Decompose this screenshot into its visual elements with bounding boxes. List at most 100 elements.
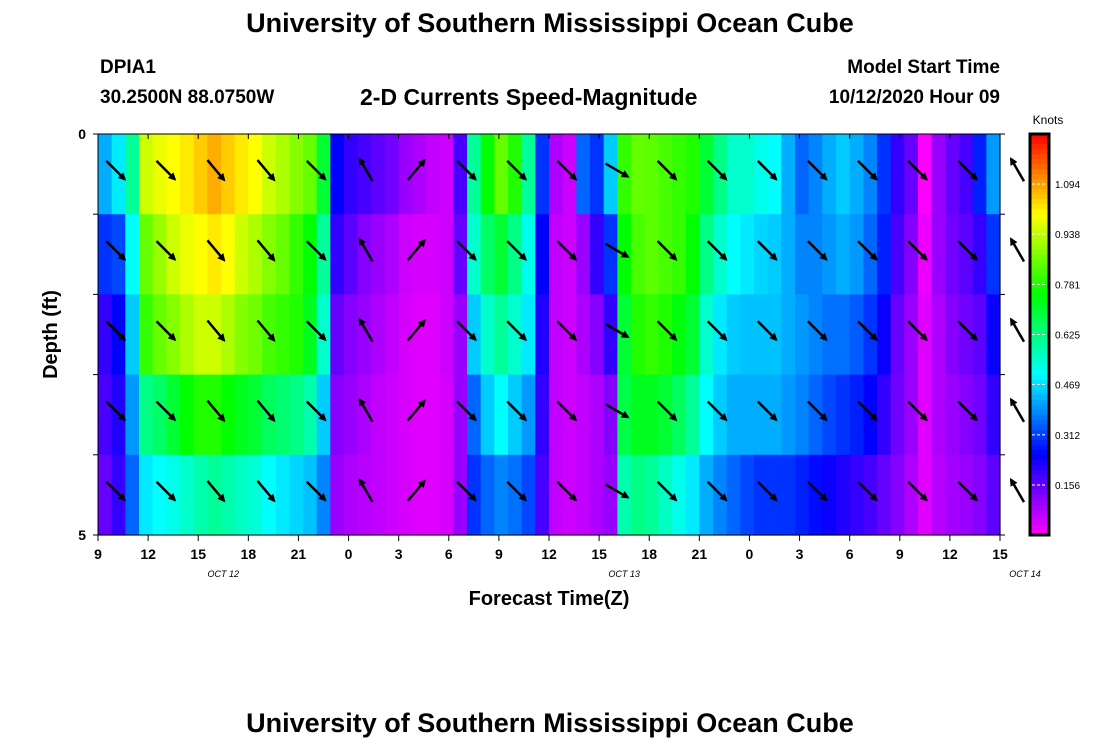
heatmap-cell <box>371 374 386 456</box>
heatmap-cell <box>877 214 892 295</box>
heatmap-cell <box>439 374 454 456</box>
heatmap-cell <box>699 374 714 456</box>
current-arrow <box>305 240 327 261</box>
heatmap-cell <box>412 134 427 215</box>
colorbar-tick-label: 0.156 <box>1055 481 1080 492</box>
current-arrow <box>706 160 728 181</box>
heatmap-cell <box>808 134 823 215</box>
current-arrow <box>807 240 828 261</box>
current-arrow <box>957 480 979 502</box>
heatmap-cell <box>221 374 236 456</box>
heatmap-cell <box>480 374 495 456</box>
heatmap-cell <box>931 454 946 536</box>
current-arrow <box>358 477 374 503</box>
heatmap-cell <box>125 214 140 295</box>
heatmap-cell <box>152 214 167 295</box>
heatmap-cell <box>275 454 290 536</box>
colorbar-band <box>1030 429 1049 436</box>
current-arrow <box>406 158 426 181</box>
heatmap-cell <box>193 374 208 456</box>
heatmap-cell <box>385 454 400 536</box>
page-title: University of Southern Mississippi Ocean… <box>246 8 854 38</box>
heatmap-cell <box>480 294 495 376</box>
heatmap-cell <box>453 134 468 215</box>
colorbar-band <box>1030 404 1049 411</box>
current-arrow <box>155 320 177 342</box>
colorbar-band <box>1030 309 1049 316</box>
heatmap-cell <box>672 294 687 376</box>
current-arrow <box>706 400 728 422</box>
current-arrow <box>506 240 528 261</box>
heatmap-cell <box>836 134 851 215</box>
current-arrow <box>105 240 127 261</box>
x-tick-label: 12 <box>541 546 557 562</box>
x-tick-label: 21 <box>692 546 708 562</box>
heatmap-cell <box>808 294 823 376</box>
current-arrow <box>256 159 276 182</box>
current-arrow <box>706 320 728 342</box>
colorbar-band <box>1030 264 1049 270</box>
colorbar-band <box>1030 494 1049 501</box>
heatmap-cell <box>849 294 864 376</box>
heatmap-cell <box>248 214 263 295</box>
colorbar-band <box>1030 464 1049 471</box>
current-arrow <box>604 242 630 258</box>
heatmap-cell <box>986 214 1001 295</box>
heatmap-cell <box>590 214 605 295</box>
heatmap-cell <box>303 374 318 456</box>
heatmap-cell <box>357 454 372 536</box>
current-arrow <box>406 479 426 502</box>
heatmap-cell <box>945 214 960 295</box>
heatmap-cell <box>330 134 345 215</box>
colorbar-tick-label: 0.938 <box>1055 230 1080 241</box>
heatmap-cell <box>453 374 468 456</box>
current-arrow <box>155 240 177 261</box>
current-arrow <box>1009 397 1026 423</box>
current-arrow <box>155 160 177 181</box>
heatmap-cell <box>535 214 550 295</box>
x-tick-label: 18 <box>641 546 657 562</box>
colorbar-band <box>1030 194 1049 200</box>
current-arrow <box>556 240 578 261</box>
heatmap-cell <box>603 214 618 295</box>
current-arrow <box>957 400 979 422</box>
heatmap-cell <box>822 374 837 456</box>
heatmap-cell <box>699 134 714 215</box>
heatmap-cell <box>945 454 960 536</box>
colorbar-band <box>1030 199 1049 205</box>
heatmap-cell <box>221 454 236 536</box>
heatmap-cell <box>877 134 892 215</box>
current-arrow <box>556 400 578 422</box>
colorbar-band <box>1030 389 1049 396</box>
heatmap-cell <box>453 454 468 536</box>
heatmap-cell <box>248 454 263 536</box>
heatmap-cell <box>426 214 441 295</box>
x-tick-label: 9 <box>495 546 503 562</box>
heatmap-cell <box>549 214 564 295</box>
heatmap-cell <box>508 134 523 215</box>
heatmap-cell <box>890 214 905 295</box>
colorbar-band <box>1030 394 1049 401</box>
speed-heatmap <box>98 134 1001 536</box>
colorbar-band <box>1030 244 1049 250</box>
current-arrow <box>706 240 728 261</box>
heatmap-cell <box>152 134 167 215</box>
heatmap-cell <box>330 214 345 295</box>
heatmap-cell <box>904 374 919 456</box>
heatmap-cell <box>521 294 536 376</box>
heatmap-cell <box>494 454 509 536</box>
colorbar-band <box>1030 214 1049 220</box>
heatmap-cell <box>221 214 236 295</box>
heatmap-cell <box>426 374 441 456</box>
heatmap-cell <box>836 214 851 295</box>
heatmap-cell <box>576 134 591 215</box>
heatmap-cell <box>576 214 591 295</box>
colorbar-band <box>1030 174 1049 180</box>
heatmap-cell <box>726 454 741 536</box>
heatmap-cell <box>590 454 605 536</box>
heatmap-cell <box>822 134 837 215</box>
heatmap-cell <box>740 294 755 376</box>
heatmap-cell <box>508 294 523 376</box>
heatmap-cell <box>521 214 536 295</box>
